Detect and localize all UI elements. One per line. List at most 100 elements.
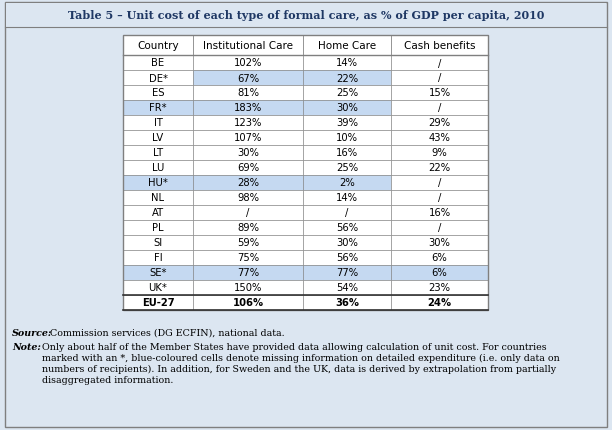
Bar [193,221,303,236]
Bar [123,190,193,206]
Text: 28%: 28% [237,178,259,188]
Bar [123,175,193,190]
Text: 36%: 36% [335,298,359,308]
Text: 77%: 77% [336,268,358,278]
Bar [123,295,193,310]
Bar [391,131,488,146]
Bar [123,265,193,280]
Text: 39%: 39% [336,118,358,128]
Text: /: / [438,178,441,188]
Bar [391,265,488,280]
Bar [391,71,488,86]
Bar [303,116,391,131]
Text: numbers of recipients). In addition, for Sweden and the UK, data is derived by e: numbers of recipients). In addition, for… [42,364,556,373]
Text: 29%: 29% [428,118,450,128]
Text: 16%: 16% [336,148,358,158]
Text: Note:: Note: [12,342,41,351]
Bar [193,280,303,295]
Text: marked with an *, blue-coloured cells denote missing information on detailed exp: marked with an *, blue-coloured cells de… [42,353,560,362]
Bar [193,265,303,280]
Text: Cash benefits: Cash benefits [404,41,476,51]
Bar [193,116,303,131]
Bar [303,71,391,86]
Text: /: / [438,103,441,113]
Text: 24%: 24% [427,298,452,308]
Bar [193,236,303,250]
Text: Home Care: Home Care [318,41,376,51]
Bar [303,295,391,310]
Bar [391,56,488,71]
Bar [303,265,391,280]
Bar [303,56,391,71]
Text: /: / [438,193,441,203]
Text: 30%: 30% [336,103,358,113]
Bar [303,131,391,146]
Text: 54%: 54% [336,283,358,293]
Text: UK*: UK* [149,283,168,293]
Text: 9%: 9% [431,148,447,158]
Text: 6%: 6% [431,268,447,278]
Text: FI: FI [154,253,162,263]
Text: 16%: 16% [428,208,450,218]
Text: 6%: 6% [431,253,447,263]
Bar [391,250,488,265]
Bar [391,146,488,161]
Bar [123,116,193,131]
Text: 43%: 43% [428,133,450,143]
Text: Table 5 – Unit cost of each type of formal care, as % of GDP per capita, 2010: Table 5 – Unit cost of each type of form… [68,10,544,21]
Text: 30%: 30% [237,148,259,158]
Bar [303,236,391,250]
Bar [303,36,391,56]
Bar [123,86,193,101]
Text: LT: LT [153,148,163,158]
Text: 56%: 56% [336,253,358,263]
Bar [6,4,606,28]
Bar [303,175,391,190]
Bar [303,190,391,206]
Text: 107%: 107% [234,133,262,143]
Bar [123,101,193,116]
Text: LU: LU [152,163,164,173]
Text: 22%: 22% [336,74,358,83]
Text: Commission services (DG ECFIN), national data.: Commission services (DG ECFIN), national… [50,328,285,337]
Bar [303,250,391,265]
Bar [193,86,303,101]
Bar [193,175,303,190]
Text: 81%: 81% [237,88,259,98]
Bar [193,36,303,56]
Text: /: / [438,58,441,68]
Bar [123,161,193,175]
Text: FR*: FR* [149,103,167,113]
Text: 75%: 75% [237,253,259,263]
Bar [123,36,488,310]
Bar [303,221,391,236]
Text: BE: BE [151,58,165,68]
Text: 30%: 30% [428,238,450,248]
Bar [391,116,488,131]
Text: 22%: 22% [428,163,450,173]
Text: 2%: 2% [339,178,355,188]
Bar [391,86,488,101]
Text: PL: PL [152,223,164,233]
Bar [391,101,488,116]
Bar [391,36,488,56]
Text: 77%: 77% [237,268,259,278]
Text: /: / [438,223,441,233]
Bar [391,175,488,190]
Text: SE*: SE* [149,268,166,278]
Text: 98%: 98% [237,193,259,203]
Text: 59%: 59% [237,238,259,248]
Bar [303,146,391,161]
Text: 14%: 14% [336,193,358,203]
Text: SI: SI [154,238,163,248]
Bar [123,221,193,236]
Bar [193,250,303,265]
Text: 89%: 89% [237,223,259,233]
Bar [193,101,303,116]
Bar [193,131,303,146]
Text: /: / [438,74,441,83]
Bar [123,131,193,146]
Text: 123%: 123% [234,118,262,128]
Bar [391,295,488,310]
Bar [193,71,303,86]
